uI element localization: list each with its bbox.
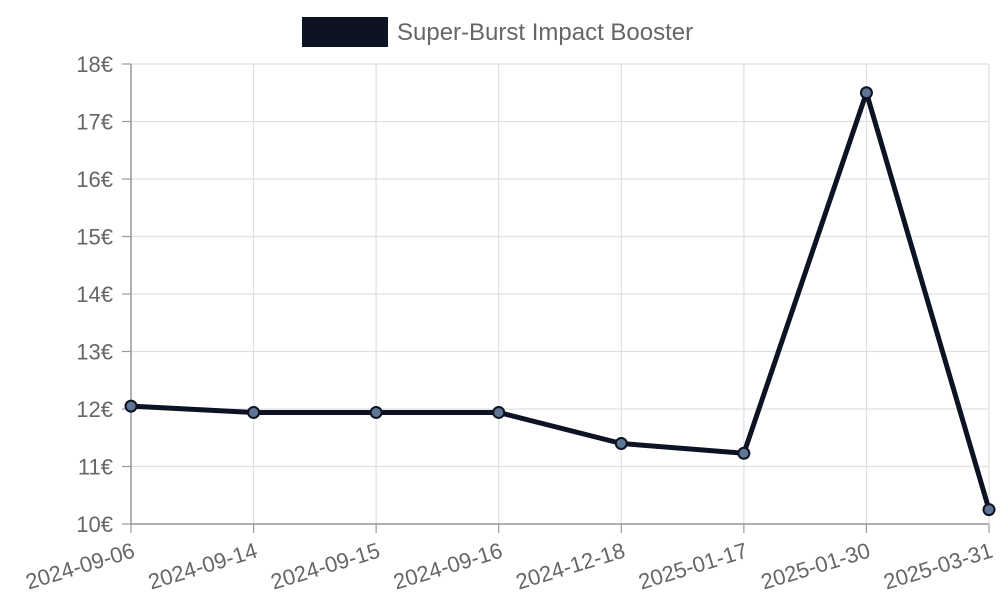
y-tick-label: 13€ <box>76 340 113 365</box>
data-point[interactable] <box>614 437 628 450</box>
y-tick-label: 10€ <box>76 512 113 537</box>
y-tick-label: 17€ <box>76 110 113 135</box>
y-tick-label: 18€ <box>76 52 113 77</box>
data-point[interactable] <box>982 503 996 517</box>
y-tick-label: 16€ <box>76 167 113 192</box>
axes: 10€11€12€13€14€15€16€17€18€2024-09-06 202… <box>23 52 996 595</box>
grid <box>130 63 990 525</box>
x-tick-label: 2025-01-17 <box>636 538 751 595</box>
y-tick-label: 12€ <box>76 397 113 422</box>
x-tick-label: 2024-09-15 <box>268 538 383 595</box>
y-tick-label: 11€ <box>78 455 113 480</box>
data-point[interactable] <box>859 86 873 100</box>
x-tick-label: 2024-12-18 <box>513 538 628 595</box>
legend-swatch[interactable] <box>302 17 388 47</box>
x-tick-label: 2024-09-06 <box>23 538 138 595</box>
legend[interactable]: Super-Burst Impact Booster <box>302 17 693 47</box>
legend-label[interactable]: Super-Burst Impact Booster <box>397 19 693 46</box>
x-tick-label: 2025-03-31 <box>881 538 996 595</box>
data-point[interactable] <box>124 399 138 413</box>
data-point[interactable] <box>369 405 383 419</box>
x-tick-label: 2024-09-16 <box>390 538 505 595</box>
y-tick-label: 15€ <box>76 225 113 250</box>
series-line <box>128 90 992 513</box>
x-tick-label: 2024-09-14 <box>145 538 260 595</box>
data-point[interactable] <box>492 405 506 419</box>
x-tick-label: 2025-01-30 <box>758 538 873 595</box>
y-tick-label: 14€ <box>76 282 113 307</box>
series <box>124 86 996 517</box>
data-point[interactable] <box>247 405 261 419</box>
data-point[interactable] <box>737 446 751 460</box>
